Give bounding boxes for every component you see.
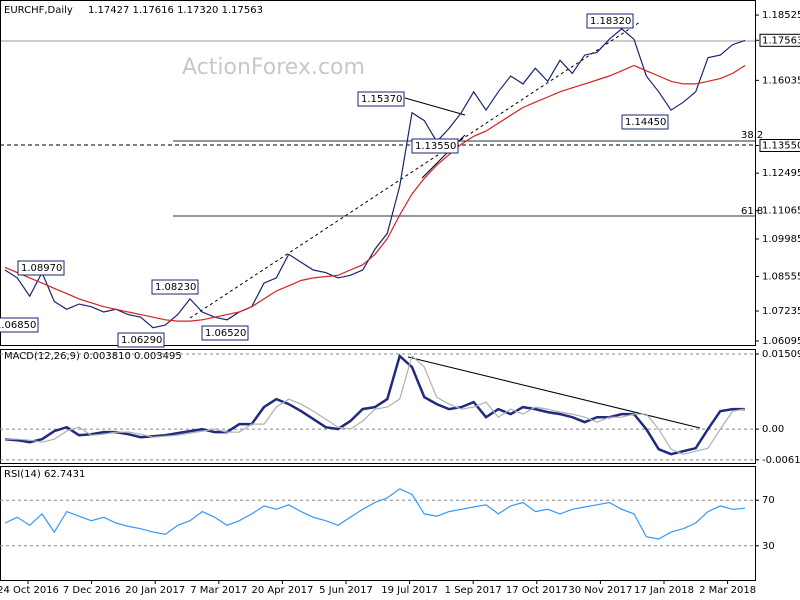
annotation-box [357,91,405,107]
y-tick-label: 1.06095 [762,336,800,347]
price-box [759,138,800,152]
series-line [4,64,746,322]
x-tick-label: 20 Jan 2017 [125,585,185,596]
panel-frame [0,466,756,581]
annotation: 1.06850 [0,320,36,331]
y-tick-label: 1.18525 [762,10,800,21]
y-tick-label: -0.006163 [762,455,800,466]
y-tick-label: 1.13550 [762,140,800,151]
y-tick-label: 1.08555 [762,271,800,282]
x-tick-label: 7 Dec 2016 [63,585,121,596]
annotation: 1.06520 [205,328,246,339]
annotation-box [201,325,249,341]
macd-trend-line [407,356,701,429]
y-tick-label: 1.07235 [762,306,800,317]
y-tick-label: 1.09985 [762,234,800,245]
annotation: 1.18320 [590,16,631,27]
annotation: 38.2 [741,130,763,141]
y-tick-label: 1.16035 [762,75,800,86]
chart-title: EURCHF,Daily [4,5,73,16]
price-box [759,33,800,47]
x-tick-label: 17 Jan 2018 [634,585,694,596]
annotation: 1.14450 [625,117,666,128]
ohlc-readout: 1.17427 1.17616 1.17320 1.17563 [88,5,263,16]
annotation-box [151,279,199,295]
series-line [4,353,745,456]
y-tick-label: 1.17563 [762,35,800,46]
annotation-box [621,114,669,130]
rsi-title: RSI(14) 62.7431 [4,469,85,480]
series-line [5,354,746,455]
annotation-box [17,260,65,276]
panel-frame [0,349,756,464]
x-tick-label: 2 Mar 2018 [699,585,756,596]
watermark: ActionForex.com [182,55,365,80]
triangle-line [404,97,466,116]
y-tick-label: 70 [762,495,775,506]
series-line [4,488,746,540]
y-tick-label: 30 [762,541,775,552]
x-tick-label: 7 Mar 2017 [190,585,247,596]
y-tick-label: 0.00 [762,424,784,435]
x-tick-label: 5 Jun 2017 [319,585,373,596]
y-tick-label: 0.015092 [762,349,800,360]
x-tick-label: 1 Sep 2017 [445,585,502,596]
series-line [4,28,746,329]
annotation: 1.15370 [361,94,402,105]
x-tick-label: 19 Jul 2017 [381,585,438,596]
annotation-box [586,13,634,29]
y-tick-label: 1.12495 [762,168,800,179]
annotation: 1.08970 [21,263,62,274]
annotation-box [117,332,165,348]
macd-title: MACD(12,26,9) 0.003810 0.003495 [4,351,182,362]
annotation: 61.8 [741,206,763,217]
y-tick-label: 1.11065 [762,206,800,217]
x-tick-label: 17 Oct 2017 [506,585,568,596]
annotation: 1.13550 [415,141,456,152]
annotation-box [411,138,459,154]
x-tick-label: 30 Nov 2017 [568,585,632,596]
annotation-box [0,317,39,333]
annotation: 1.08230 [155,282,196,293]
x-tick-label: 20 Apr 2017 [251,585,313,596]
x-tick-label: 24 Oct 2016 [0,585,59,596]
annotation: 1.06290 [121,335,162,346]
